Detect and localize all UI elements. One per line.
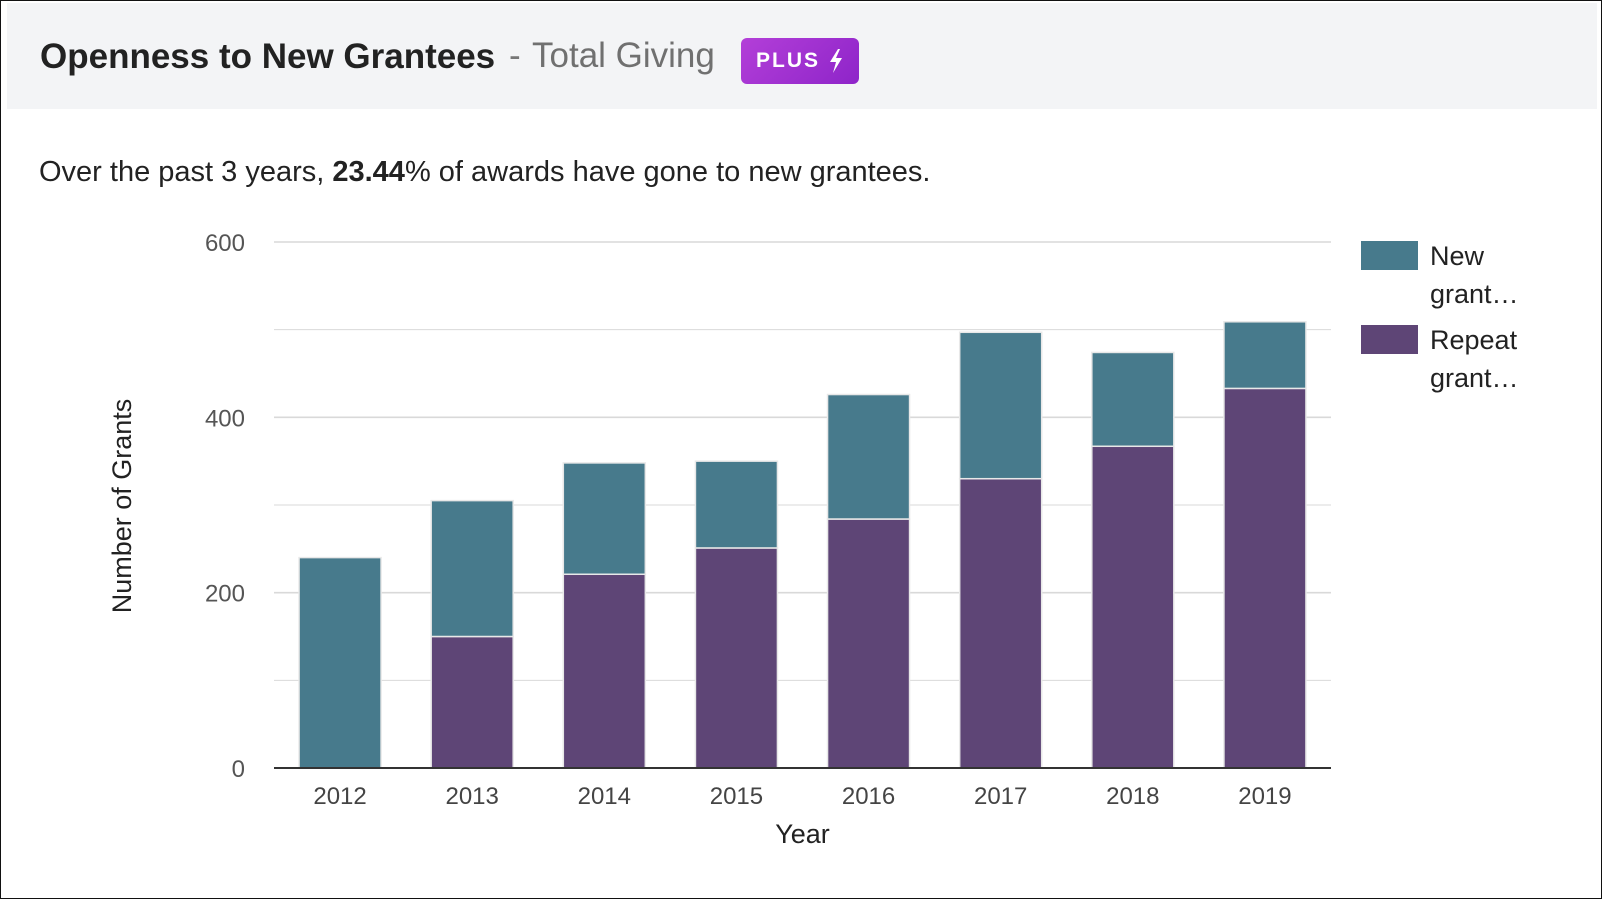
bar-new-2012 [298, 556, 382, 769]
x-tick-label: 2015 [710, 783, 763, 810]
y-tick-label: 400 [205, 405, 245, 432]
bar-new-2014 [562, 462, 647, 576]
bar-repeat-2017 [958, 477, 1043, 769]
legend-label: New [1430, 241, 1485, 271]
plus-badge[interactable]: PLUS [741, 38, 859, 84]
y-axis-title: Number of Grants [107, 399, 137, 614]
x-axis-title: Year [775, 819, 830, 849]
bar-repeat-2014 [562, 573, 647, 769]
summary-text: Over the past 3 years, 23.44% of awards … [39, 156, 931, 189]
x-tick-label: 2014 [578, 783, 631, 810]
legend-swatch [1361, 241, 1418, 270]
legend-label-line2: grant… [1430, 363, 1519, 393]
bar-new-2013 [430, 499, 514, 638]
summary-prefix: Over the past 3 years, [39, 156, 333, 188]
legend-label-line2: grant… [1430, 279, 1519, 309]
bar-new-2018 [1091, 351, 1175, 448]
x-tick-label: 2018 [1106, 783, 1159, 810]
x-tick-label: 2012 [313, 783, 366, 810]
card-subtitle: Total Giving [532, 36, 715, 75]
x-tick-label: 2013 [445, 783, 498, 810]
x-tick-label: 2016 [842, 783, 895, 810]
lightning-icon [830, 49, 842, 73]
bar-repeat-2016 [826, 518, 911, 769]
bar-repeat-2019 [1223, 387, 1307, 769]
bar-repeat-2018 [1091, 445, 1175, 769]
legend-label: Repeat [1430, 325, 1518, 355]
x-tick-label: 2019 [1238, 783, 1291, 810]
y-tick-label: 200 [205, 581, 245, 608]
y-tick-label: 0 [232, 756, 245, 783]
card-title: Openness to New Grantees [40, 37, 496, 76]
card-header: Openness to New Grantees - Total Giving … [7, 3, 1597, 109]
bar-repeat-2015 [694, 547, 779, 769]
summary-value: 23.44 [332, 156, 405, 188]
title-separator: - [509, 36, 521, 75]
bar-repeat-2013 [430, 635, 514, 769]
y-tick-label: 600 [205, 230, 245, 257]
plus-badge-label: PLUS [755, 49, 820, 72]
bar-new-2015 [694, 460, 779, 549]
bar-new-2017 [958, 331, 1043, 480]
legend-swatch [1361, 325, 1418, 354]
x-tick-label: 2017 [974, 783, 1027, 810]
summary-suffix: % of awards have gone to new grantees. [404, 156, 931, 188]
bar-new-2016 [826, 393, 911, 520]
bar-new-2019 [1223, 321, 1307, 390]
